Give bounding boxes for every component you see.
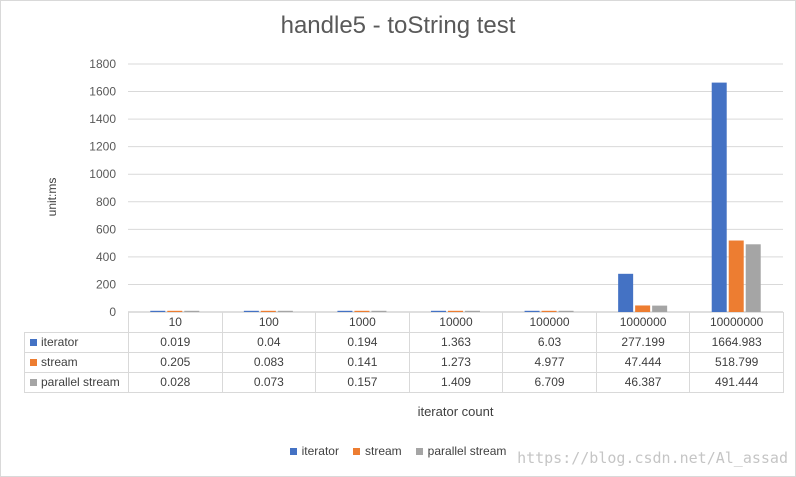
- legend-swatch: [415, 447, 423, 455]
- legend-item: parallel stream: [415, 444, 507, 458]
- bar-parallel-stream: [558, 310, 574, 312]
- table-row: stream 0.205 0.083 0.141 1.273 4.977 47.444 518…: [24, 351, 784, 373]
- chart-title: handle5 - toString test: [280, 12, 516, 39]
- bar-stream: [354, 310, 370, 312]
- x-tick-label: 100: [221, 312, 317, 333]
- bar-parallel-stream: [371, 310, 387, 312]
- bar-stream: [448, 310, 463, 312]
- x-tick-label: 10: [128, 312, 223, 333]
- x-tick-label: 1000: [315, 312, 410, 333]
- data-label: 0.083: [221, 351, 317, 373]
- data-label: 1.363: [408, 331, 504, 353]
- legend-item: iterator: [289, 444, 339, 458]
- data-label: 1.409: [408, 371, 504, 393]
- bar-stream: [635, 305, 651, 312]
- bar-iterator: [618, 273, 634, 312]
- data-label: 491.444: [689, 371, 784, 393]
- data-label: 0.157: [315, 371, 410, 393]
- data-label: 277.199: [595, 331, 691, 353]
- data-label: 6.03: [502, 331, 597, 353]
- y-tick-label: 400: [96, 250, 116, 264]
- series-name: iterator: [24, 331, 129, 353]
- data-label: 518.799: [689, 351, 784, 373]
- bar-parallel-stream: [277, 310, 293, 312]
- data-label: 1.273: [408, 351, 504, 373]
- bar-parallel-stream: [652, 305, 668, 312]
- legend-item: stream: [352, 444, 402, 458]
- bar-iterator: [524, 310, 540, 312]
- bar-iterator: [243, 310, 259, 312]
- bar-parallel-stream: [184, 310, 200, 312]
- bar-stream: [167, 310, 183, 312]
- series-swatch: [30, 359, 37, 367]
- y-tick-label: 1200: [89, 140, 116, 154]
- data-label: 0.141: [315, 351, 410, 373]
- legend-label: stream: [364, 444, 402, 458]
- data-label: 0.205: [128, 351, 223, 373]
- bar-stream: [728, 240, 744, 312]
- data-label: 47.444: [595, 351, 691, 373]
- table-corner: [24, 312, 129, 332]
- x-tick-label: 10000: [408, 312, 504, 333]
- bar-iterator: [431, 310, 446, 312]
- data-label: 46.387: [595, 371, 691, 393]
- legend-swatch: [289, 447, 297, 455]
- bar-stream: [260, 310, 276, 312]
- x-axis-label: iterator count: [417, 404, 494, 419]
- y-tick-label: 200: [96, 277, 116, 291]
- data-label: 0.194: [315, 331, 410, 353]
- data-label: 0.073: [221, 371, 317, 393]
- legend-swatch: [352, 447, 360, 455]
- bar-iterator: [337, 310, 353, 312]
- x-tick-label: 100000: [502, 312, 597, 333]
- y-tick-label: 1600: [89, 85, 116, 99]
- y-tick-label: 600: [96, 222, 116, 236]
- y-tick-label: 1800: [89, 57, 116, 71]
- bar-parallel-stream: [465, 310, 480, 312]
- y-tick-label: 1000: [89, 167, 116, 181]
- data-label: 1664.983: [689, 331, 784, 353]
- x-tick-label: 1000000: [595, 312, 691, 333]
- y-tick-label: 800: [96, 195, 116, 209]
- data-label: 0.028: [128, 371, 223, 393]
- category-row: 10 100 1000 10000 100000 1000000 10000000: [24, 312, 784, 333]
- bar-stream: [541, 310, 557, 312]
- y-tick-label: 1400: [89, 112, 116, 126]
- series-swatch: [30, 339, 37, 347]
- series-name: parallel stream: [24, 371, 129, 393]
- series-name: stream: [24, 351, 129, 373]
- data-table: 10 100 1000 10000 100000 1000000 10000000 iter…: [24, 312, 784, 393]
- legend-label: parallel stream: [427, 444, 507, 458]
- data-label: 6.709: [502, 371, 597, 393]
- bar-iterator: [711, 82, 727, 312]
- table-row: iterator 0.019 0.04 0.194 1.363 6.03 277.199 16…: [24, 331, 784, 353]
- legend-label: iterator: [301, 444, 339, 458]
- data-label: 0.019: [128, 331, 223, 353]
- data-label: 0.04: [221, 331, 317, 353]
- table-row: parallel stream 0.028 0.073 0.157 1.409 6.709…: [24, 371, 784, 393]
- x-tick-label: 10000000: [689, 312, 784, 333]
- legend: iterator stream parallel stream: [0, 444, 796, 458]
- bar-iterator: [150, 310, 166, 312]
- watermark: https://blog.csdn.net/Al_assad: [517, 449, 788, 467]
- data-label: 4.977: [502, 351, 597, 373]
- series-swatch: [30, 379, 37, 387]
- bar-parallel-stream: [745, 244, 761, 312]
